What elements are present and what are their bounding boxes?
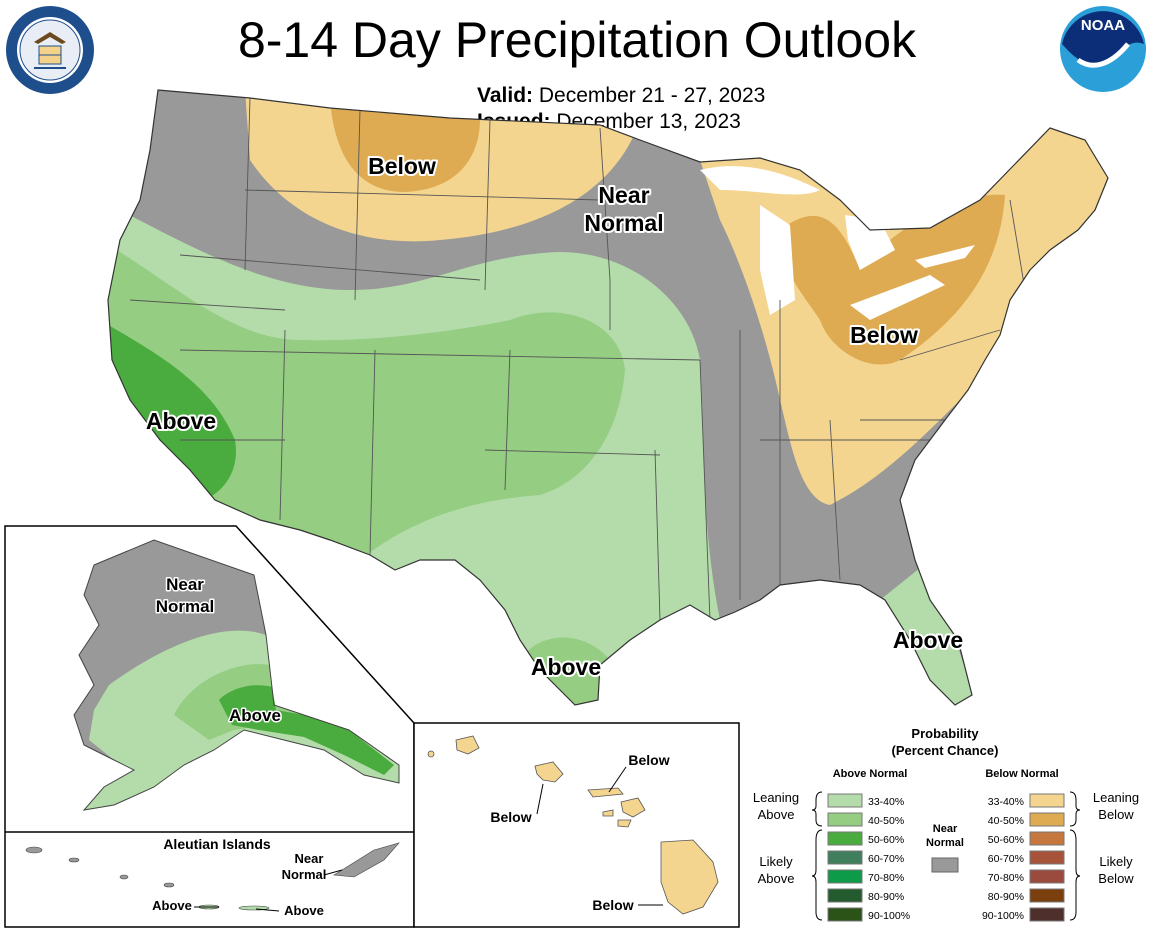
conus-outline — [107, 89, 1109, 706]
legend-above-range-5: 80-90% — [868, 891, 904, 903]
legend-title-line2: (Percent Chance) — [892, 743, 999, 758]
map-title: 8-14 Day Precipitation Outlook — [237, 12, 917, 68]
valid-value: December 21 - 27, 2023 — [538, 84, 766, 107]
legend-above-swatch-3 — [827, 850, 863, 865]
legend-above-range-3: 60-70% — [868, 853, 904, 865]
label-above-texas: Above — [531, 654, 601, 680]
legend-below-range-4: 70-80% — [988, 872, 1024, 884]
legend-leaning-below-2: Below — [1098, 807, 1134, 822]
legend-below-swatch-4 — [1029, 869, 1065, 884]
legend-below-swatch-3 — [1029, 850, 1065, 865]
noaa-logo-text: NOAA — [1081, 17, 1125, 34]
legend-above-range-0: 33-40% — [868, 796, 904, 808]
aleutian-label-above-2: Above — [284, 903, 324, 918]
legend-above-swatch-1 — [827, 812, 863, 827]
legend-likely-above-1: Likely — [759, 854, 793, 869]
alaska-inset: Near Normal Above Aleutian Islands Near … — [4, 525, 415, 928]
legend-below-swatch-6 — [1029, 907, 1065, 922]
legend-likely-above-2: Above — [758, 871, 795, 886]
noaa-logo: NOAA — [1060, 6, 1146, 92]
legend-below-range-2: 50-60% — [988, 834, 1024, 846]
legend-below-range-1: 40-50% — [988, 815, 1024, 827]
label-near-normal-line2: Normal — [584, 210, 663, 236]
aleutian-label-above-1: Above — [152, 898, 192, 913]
aleutian-title: Aleutian Islands — [163, 836, 271, 852]
legend-below-swatch-5 — [1029, 888, 1065, 903]
aleutian-label-near-line2: Normal — [282, 867, 327, 882]
legend-below-swatch-2 — [1029, 831, 1065, 846]
legend-above-swatch-4 — [827, 869, 863, 884]
legend-below-swatch-0 — [1029, 793, 1065, 808]
legend-below-range-3: 60-70% — [988, 853, 1024, 865]
legend-above-swatch-5 — [827, 888, 863, 903]
legend-likely-below-2: Below — [1098, 871, 1134, 886]
legend-below-range-0: 33-40% — [988, 796, 1024, 808]
legend-leaning-above-2: Above — [758, 807, 795, 822]
legend-above-range-6: 90-100% — [868, 910, 910, 922]
hawaii-label-below-1: Below — [628, 752, 669, 768]
legend-leaning-below-1: Leaning — [1093, 790, 1139, 805]
valid-label: Valid: — [477, 84, 534, 107]
alaska-label-above: Above — [229, 706, 281, 725]
commerce-seal-logo — [6, 6, 94, 94]
legend-likely-below-1: Likely — [1099, 854, 1133, 869]
legend-above-swatch-0 — [827, 793, 863, 808]
below-north-core — [330, 100, 480, 192]
legend-above-swatch-6 — [827, 907, 863, 922]
legend-above-range-1: 40-50% — [868, 815, 904, 827]
probability-legend: Probability (Percent Chance) Above Norma… — [753, 726, 1139, 922]
legend-below-header: Below Normal — [985, 768, 1058, 780]
label-below-north: Below — [368, 153, 436, 179]
alaska-label-near-line1: Near — [166, 575, 204, 594]
aleutian-label-near-line1: Near — [295, 851, 324, 866]
label-above-west: Above — [146, 408, 216, 434]
legend-title-line1: Probability — [911, 726, 979, 741]
hawaii-label-below-2: Below — [490, 809, 531, 825]
legend-below-range-6: 90-100% — [982, 910, 1024, 922]
legend-near-swatch — [931, 857, 959, 873]
legend-near-line2: Normal — [926, 837, 964, 849]
alaska-label-near-line2: Normal — [156, 597, 215, 616]
valid-dates: Valid: December 21 - 27, 2023 — [477, 84, 765, 108]
legend-below-range-5: 80-90% — [988, 891, 1024, 903]
below-east-core — [780, 194, 1005, 365]
hawaii-label-below-3: Below — [592, 897, 633, 913]
label-below-east: Below — [850, 322, 918, 348]
legend-above-header: Above Normal — [833, 768, 908, 780]
legend-above-range-4: 70-80% — [868, 872, 904, 884]
legend-above-swatch-2 — [827, 831, 863, 846]
hawaii-inset: Below Below Below — [413, 722, 740, 928]
label-near-normal-line1: Near — [598, 182, 649, 208]
legend-below-swatch-1 — [1029, 812, 1065, 827]
legend-near-line1: Near — [933, 823, 958, 835]
legend-leaning-above-1: Leaning — [753, 790, 799, 805]
legend-above-range-2: 50-60% — [868, 834, 904, 846]
above-florida — [880, 560, 975, 705]
label-above-florida: Above — [893, 627, 963, 653]
